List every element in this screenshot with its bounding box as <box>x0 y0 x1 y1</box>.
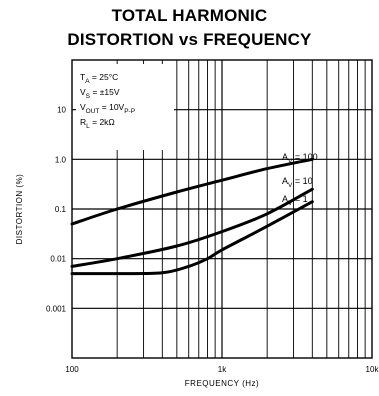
series-line-2 <box>70 187 314 268</box>
x-axis-label: FREQUENCY (Hz) <box>185 379 259 388</box>
chart-title-line-1: TOTAL HARMONIC <box>111 6 268 25</box>
x-tick-label: 100 <box>65 365 79 374</box>
plot-frame <box>71 59 373 359</box>
y-tick-label: 0.01 <box>50 255 66 264</box>
condition-line: VOUT = 10VP-P <box>80 102 135 115</box>
curves <box>70 157 314 276</box>
conditions-box <box>76 64 174 150</box>
test-conditions: TA = 25°C VS = ±15V VOUT = 10VP-P RL = 2kΩ <box>76 64 174 150</box>
series-labels: AV = 100 AV = 10 AV = 1 <box>282 152 318 207</box>
chart-title-line-2: DISTORTION vs FREQUENCY <box>67 30 312 49</box>
series-label-2: AV = 10 <box>282 176 313 189</box>
condition-line: VS = ±15V <box>80 87 120 100</box>
condition-line: RL = 2kΩ <box>80 117 115 130</box>
y-tick-label: 0.001 <box>46 304 67 313</box>
series-label-1: AV = 100 <box>282 152 318 165</box>
series-line-3 <box>70 200 314 276</box>
y-tick-label: 1.0 <box>55 155 67 164</box>
y-tick-labels: 10 1.0 0.1 0.01 0.001 <box>46 106 67 314</box>
series-line-1 <box>70 157 314 226</box>
condition-line: TA = 25°C <box>80 72 118 85</box>
y-tick-label: 0.1 <box>55 205 67 214</box>
y-axis-label: DISTORTION (%) <box>15 174 24 245</box>
y-tick-label: 10 <box>57 106 66 115</box>
x-tick-label: 10k <box>366 365 379 374</box>
x-tick-label: 1k <box>218 365 227 374</box>
x-tick-labels: 100 1k 10k <box>65 365 379 374</box>
series-label-3: AV = 1 <box>282 194 308 207</box>
